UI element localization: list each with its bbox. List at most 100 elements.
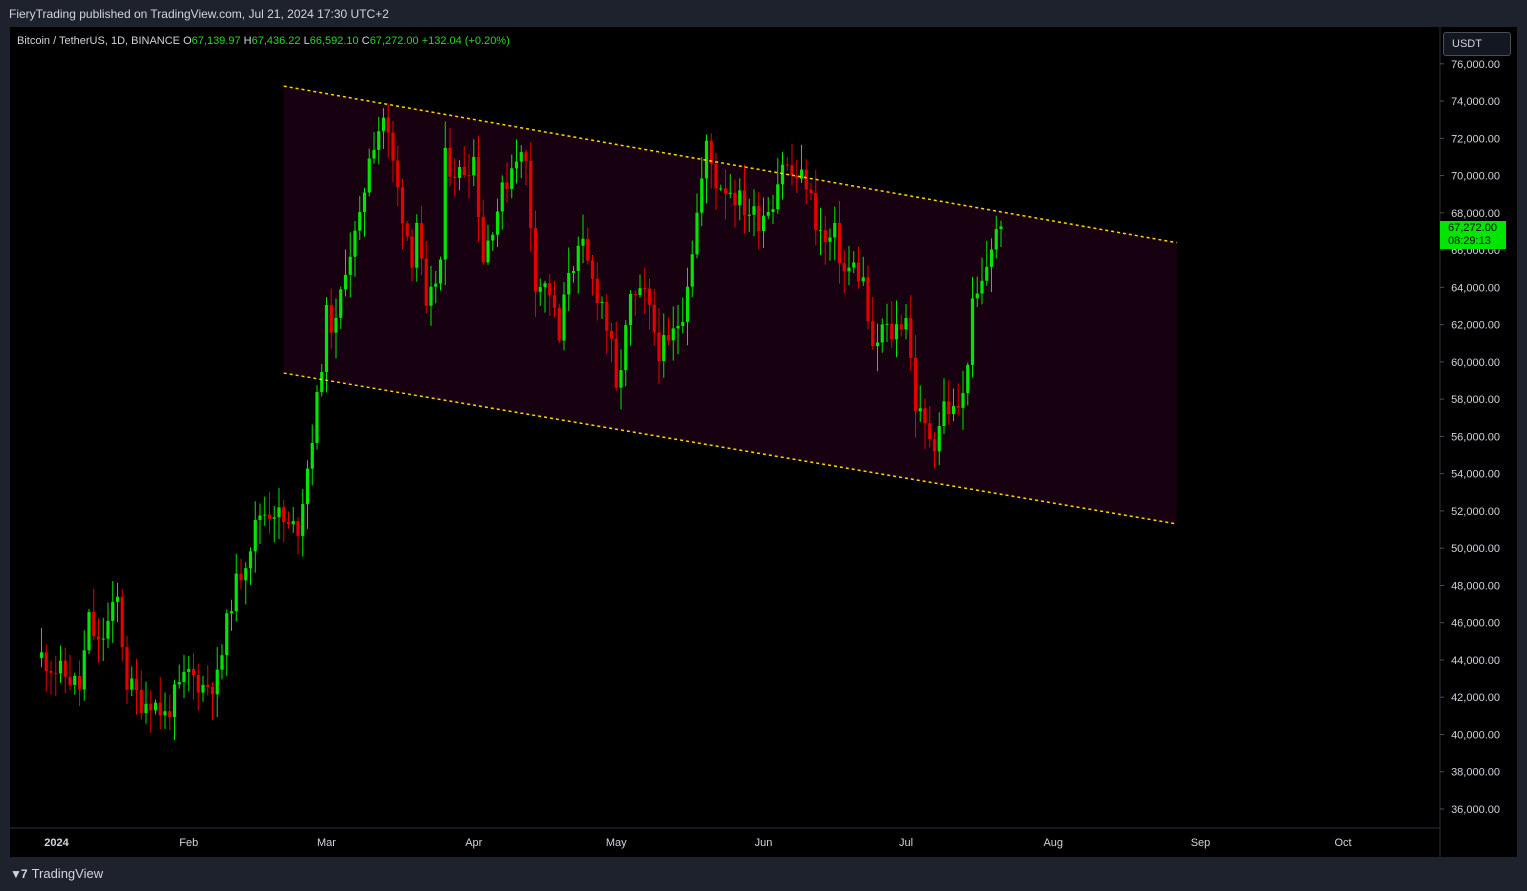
candle-body — [614, 338, 618, 388]
candle-body — [481, 216, 485, 263]
candle-body — [714, 164, 718, 189]
candle — [975, 276, 979, 308]
price-tick-label: 54,000.00 — [1451, 469, 1500, 481]
publisher-bar: FieryTrading published on TradingView.co… — [0, 0, 1527, 27]
candle — [614, 321, 618, 391]
candle — [315, 385, 319, 450]
time-tick-label: Aug — [1043, 837, 1063, 849]
candle — [486, 224, 490, 265]
candle — [904, 304, 908, 340]
candle-body — [201, 684, 205, 693]
candle-body — [728, 192, 732, 194]
candle — [894, 300, 899, 358]
candle — [386, 104, 390, 158]
candle-body — [600, 301, 604, 303]
price-tick-label: 64,000.00 — [1451, 282, 1500, 294]
price-axis[interactable]: 76,000.00 74,000.00 72,000.00 70,000.00 68,0… — [1440, 59, 1500, 816]
candle-body — [505, 182, 509, 189]
price-tick-label: 72,000.00 — [1451, 133, 1500, 145]
candle-body — [510, 168, 514, 189]
candle-body — [396, 160, 400, 188]
candle-body — [904, 318, 908, 330]
candle-body — [220, 655, 224, 670]
candle — [324, 297, 329, 393]
candle-body — [766, 211, 770, 216]
candle — [63, 647, 67, 694]
candle — [624, 320, 628, 387]
candle-body — [68, 676, 72, 685]
candle-body — [638, 288, 642, 296]
tradingview-logo[interactable]: ▼7 TradingView — [10, 866, 103, 881]
candle — [752, 189, 756, 237]
price-tick-label: 38,000.00 — [1451, 767, 1500, 779]
candle-body — [305, 468, 310, 505]
candle-body — [899, 324, 903, 330]
candle-body — [120, 596, 124, 648]
candle — [286, 511, 291, 529]
candle-body — [581, 238, 585, 246]
candle-body — [861, 277, 865, 282]
candle — [415, 214, 419, 282]
candle-body — [723, 188, 728, 194]
last-price-value: 67,272.00 — [1448, 222, 1497, 234]
candle — [609, 323, 614, 362]
candle — [980, 257, 984, 305]
candle-body — [847, 267, 851, 272]
channel-lower-line[interactable] — [283, 372, 1177, 525]
candle — [785, 156, 789, 171]
candle — [837, 200, 842, 284]
candle-body — [472, 156, 476, 176]
candle — [277, 488, 281, 540]
candle — [391, 120, 395, 183]
time-tick-label: May — [606, 837, 627, 849]
candle-body — [514, 161, 519, 169]
candle-body — [567, 272, 571, 295]
candle — [54, 655, 58, 697]
candle-body — [96, 636, 101, 640]
candle-body — [804, 169, 808, 190]
candle-body — [196, 674, 200, 693]
candle-body — [381, 117, 386, 132]
candle-body — [115, 596, 120, 602]
candle-body — [139, 689, 143, 714]
candle — [899, 314, 903, 337]
candle — [557, 303, 561, 344]
candle — [519, 145, 523, 179]
candle — [111, 581, 115, 643]
candle-body — [685, 286, 690, 323]
candle-body — [652, 304, 656, 333]
candle-body — [467, 175, 471, 177]
candle-body — [543, 283, 547, 288]
candle — [329, 288, 333, 349]
time-tick-label: Feb — [179, 837, 198, 849]
candle — [776, 158, 780, 214]
candle — [861, 256, 865, 287]
candle — [700, 157, 704, 227]
candle-body — [348, 256, 352, 275]
candle — [310, 424, 314, 486]
candle-body — [605, 301, 609, 331]
currency-button[interactable]: USDT — [1443, 32, 1511, 56]
candle-body — [704, 140, 709, 179]
candle — [638, 274, 642, 298]
candle-body — [937, 425, 941, 452]
channel-upper-line[interactable] — [283, 85, 1177, 244]
candle — [543, 280, 547, 313]
candle — [343, 249, 348, 297]
candle-body — [225, 613, 229, 656]
candle — [600, 296, 604, 320]
candle — [476, 135, 481, 242]
high-label: H — [243, 35, 252, 47]
time-axis[interactable]: 2024 Feb Mar Apr May Jun Jul Aug Sep Oct — [44, 837, 1351, 849]
candle — [244, 562, 248, 605]
candle-body — [343, 274, 348, 290]
candle — [49, 660, 53, 695]
candle-body — [229, 611, 234, 614]
candle-body — [153, 702, 158, 711]
candle-body — [676, 325, 680, 329]
candle — [619, 349, 623, 410]
candle-body — [795, 175, 799, 179]
candle — [472, 139, 476, 187]
candle — [448, 127, 452, 187]
